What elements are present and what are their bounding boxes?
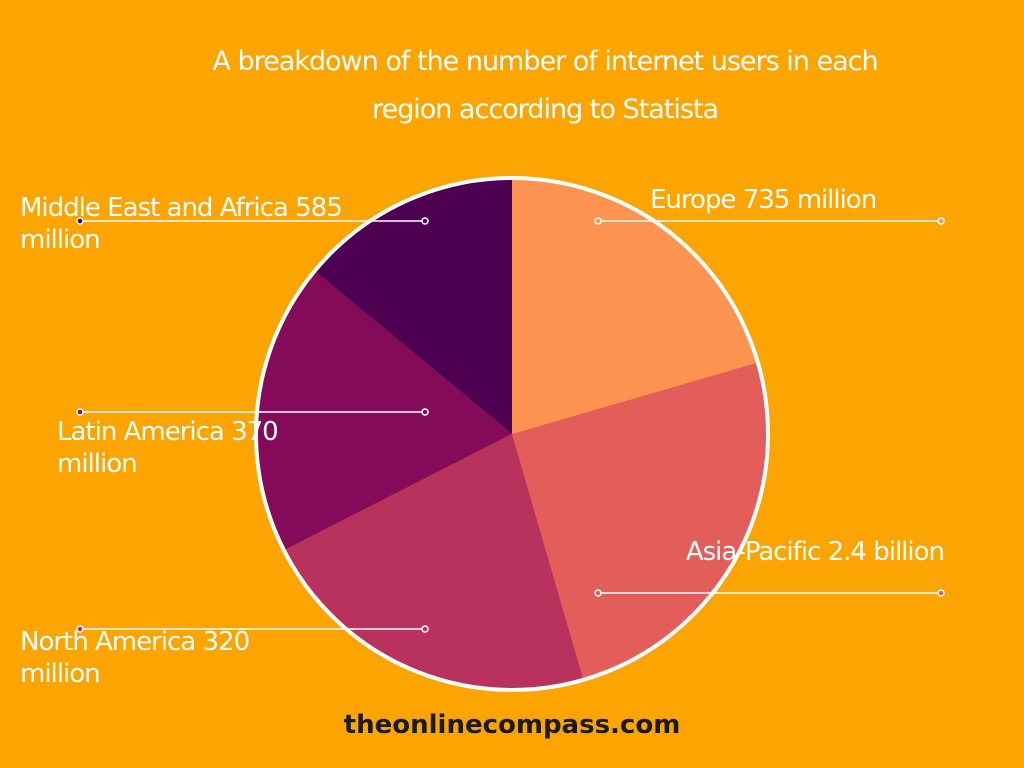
chart-title: A breakdown of the number of internet us… xyxy=(120,38,970,134)
slice-label-3: Latin America 370 million xyxy=(57,417,278,479)
slice-label-0: Europe 735 million xyxy=(650,185,876,215)
pie-outline xyxy=(254,176,770,692)
chart-title-line-1: A breakdown of the number of internet us… xyxy=(212,46,878,77)
pie-slice-2 xyxy=(283,434,584,691)
chart-title-line-2: region according to Statista xyxy=(371,94,719,125)
pie-slice-3 xyxy=(255,270,512,551)
leader-dot-1-0 xyxy=(594,589,602,597)
leader-dot-1-1 xyxy=(937,589,945,597)
slice-label-1-line-0: Asia-Pacific 2.4 billion xyxy=(686,537,944,567)
slice-label-2-line-1: million xyxy=(20,659,100,689)
leader-dot-4-1 xyxy=(421,217,429,225)
leader-dot-0-1 xyxy=(937,217,945,225)
pie-slice-4 xyxy=(314,178,512,434)
leader-dot-0-0 xyxy=(594,217,602,225)
slice-label-4: Middle East and Africa 585 million xyxy=(20,193,342,255)
leader-dot-3-1 xyxy=(421,408,429,416)
leader-dot-4-0 xyxy=(76,217,84,225)
slice-label-1: Asia-Pacific 2.4 billion xyxy=(686,537,944,567)
slice-label-0-line-0: Europe 735 million xyxy=(650,185,876,215)
slice-label-2: North America 320 million xyxy=(20,627,249,689)
slice-label-2-line-0: North America 320 xyxy=(20,627,249,657)
source-footer: theonlinecompass.com xyxy=(343,710,681,740)
slice-label-3-line-1: million xyxy=(57,449,137,479)
slice-label-4-line-1: million xyxy=(20,225,100,255)
leader-dot-3-0 xyxy=(76,408,84,416)
pie-slice-0 xyxy=(512,178,758,434)
slice-label-3-line-0: Latin America 370 xyxy=(57,417,278,447)
leader-dot-2-0 xyxy=(76,625,84,633)
slice-label-4-line-0: Middle East and Africa 585 xyxy=(20,193,342,223)
leader-dot-2-1 xyxy=(421,625,429,633)
